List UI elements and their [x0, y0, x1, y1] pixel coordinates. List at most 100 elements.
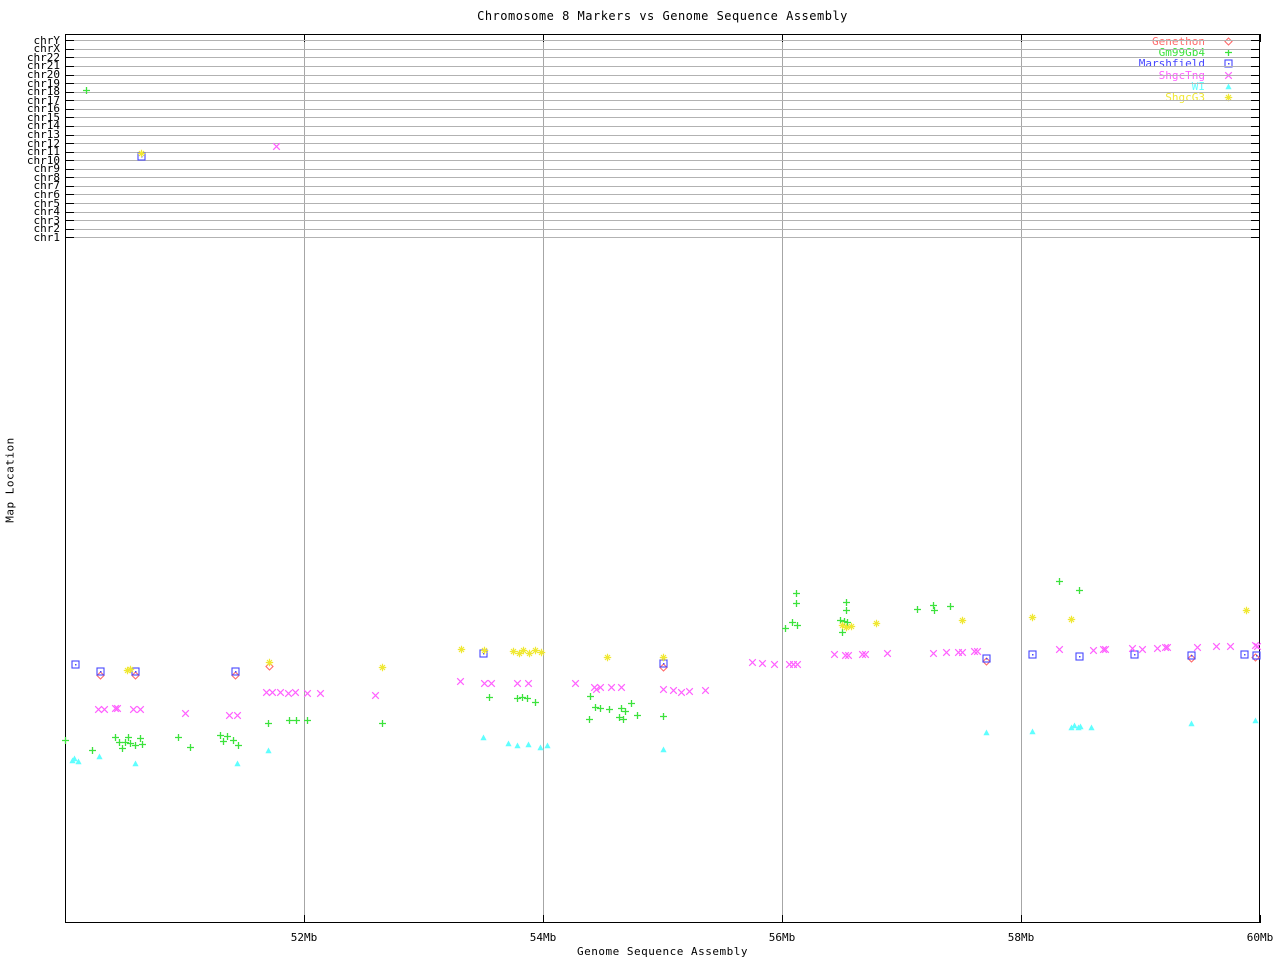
marker-wi-triangle [1077, 723, 1084, 729]
marker-gm99gb4-plus [793, 620, 802, 630]
legend-item-shgcg3: ShgcG3 [1138, 92, 1252, 103]
marker-gm99gb4-plus [792, 588, 801, 598]
marker-marshfield-square-dot [1075, 651, 1084, 661]
chromosome-gridline [66, 108, 1259, 110]
legend-label: Gm99Gb4 [1158, 46, 1205, 60]
marker-gm99gb4-plus [60, 735, 70, 745]
chromosome-label: chr5 [33, 196, 61, 210]
chromosome-label: chr10 [26, 153, 60, 167]
chromosome-tick-right [1251, 57, 1259, 59]
chromosome-tick-left [66, 151, 74, 153]
marker-shgctng-x [316, 689, 325, 697]
chromosome-tick-right [1251, 134, 1259, 136]
marker-gm99gb4-plus [82, 85, 91, 95]
marker-gm99gb4-plus [842, 605, 851, 615]
marker-shgcg3-star [1242, 605, 1252, 615]
chart-title: Chromosome 8 Markers vs Genome Sequence … [477, 9, 848, 23]
chromosome-gridline [66, 160, 1259, 162]
x-tick-label: 60Mb [1246, 931, 1274, 944]
marker-shgctng-x [958, 648, 967, 656]
chromosome-tick-right [1251, 160, 1259, 162]
chromosome-tick-right [1251, 151, 1259, 153]
chromosome-tick-right [1251, 65, 1259, 67]
chromosome-label: chr1 [33, 230, 61, 244]
marker-shgcg3-star [603, 652, 612, 662]
y-axis-title: Map Location [3, 437, 17, 523]
x-tick-label: 56Mb [768, 931, 796, 944]
legend-item-gm99gb4: Gm99Gb4 [1138, 47, 1252, 58]
marker-shgcg3-star [846, 621, 856, 631]
chromosome-gridline [66, 220, 1259, 222]
chromosome-label: chr2 [33, 222, 61, 236]
chromosome-tick-left [66, 211, 74, 213]
marker-shgcg3-star [1028, 612, 1038, 622]
marker-shgctng-x [136, 705, 145, 713]
legend-item-marshfield: Marshfield [1138, 58, 1252, 69]
marker-shgctng-x [793, 660, 802, 668]
chromosome-tick-left [66, 125, 74, 127]
marker-shgctng-x [748, 658, 757, 666]
marker-gm99gb4-plus [378, 718, 388, 728]
marker-gm99gb4-plus [912, 604, 922, 614]
marker-shgctng-x [929, 649, 938, 657]
chromosome-label: chrX [33, 42, 61, 56]
x-gridline [543, 34, 544, 923]
legend-label: Marshfield [1138, 57, 1205, 71]
marker-marshfield-square-dot [1240, 649, 1249, 659]
legend-item-wi: WI [1138, 81, 1252, 92]
chromosome-label: chr17 [26, 93, 60, 107]
marker-wi-triangle [1088, 724, 1095, 730]
marker-shgctng-x [1055, 645, 1064, 653]
chromosome-gridline [66, 74, 1259, 76]
chromosome-tick-right [1251, 211, 1259, 213]
x-gridline [1021, 34, 1022, 923]
chromosome-label: chr11 [26, 145, 60, 159]
chromosome-tick-right [1251, 194, 1259, 196]
marker-shgcg3-star [137, 148, 146, 158]
chromosome-label: chr12 [26, 136, 60, 150]
marker-shgctng-x [303, 689, 312, 697]
x-tick-bottom [782, 915, 783, 923]
marker-wi-triangle [265, 747, 272, 753]
chromosome-tick-left [66, 160, 74, 162]
legend-label: WI [1191, 79, 1205, 93]
marker-shgctng-x [1138, 645, 1147, 653]
chromosome-tick-left [66, 91, 74, 93]
marker-gm99gb4-plus [946, 601, 955, 611]
marker-shgctng-x [456, 677, 465, 685]
marker-shgctng-x [974, 647, 982, 655]
chromosome-tick-right [1251, 100, 1259, 102]
marker-shgcg3-star [958, 615, 967, 625]
chromosome-tick-left [66, 117, 74, 119]
x-tick-label: 52Mb [290, 931, 318, 944]
chromosome-gridline [66, 117, 1259, 119]
chromosome-label: chr8 [33, 170, 61, 184]
marker-gm99gb4-plus [1055, 576, 1064, 586]
marker-gm99gb4-plus [930, 605, 940, 615]
x-tick-bottom [543, 915, 544, 923]
marker-shgctng-x [1101, 645, 1110, 653]
marker-gm99gb4-plus [303, 715, 312, 725]
marker-shgctng-x [943, 648, 951, 656]
legend-label: ShgcG3 [1165, 91, 1205, 104]
marker-gm99gb4-plus [186, 742, 195, 752]
chromosome-label: chr6 [33, 187, 61, 201]
marker-shgcg3-star [480, 645, 489, 655]
marker-shgctng-x [1213, 642, 1221, 650]
chromosome-tick-left [66, 100, 74, 102]
marker-shgcg3-star [1066, 614, 1076, 624]
chromosome-tick-right [1251, 117, 1259, 119]
chromosome-tick-left [66, 65, 74, 67]
plot-area [65, 34, 1260, 923]
marker-shgctng-x [830, 650, 839, 658]
marker-shgctng-x [113, 704, 122, 712]
chromosome-gridline [66, 151, 1259, 153]
marker-wi-triangle [480, 734, 487, 740]
chromosome-label: chr15 [26, 110, 60, 124]
marker-gm99gb4-plus [138, 739, 147, 749]
marker-shgctng-x [571, 679, 580, 687]
marker-marshfield-square-dot [1223, 59, 1233, 68]
chromosome-tick-right [1251, 168, 1259, 170]
chromosome-label: chr22 [26, 50, 60, 64]
